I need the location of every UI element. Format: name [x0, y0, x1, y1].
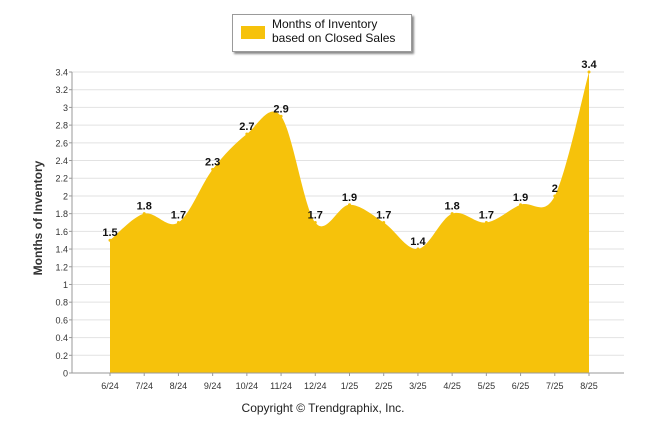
data-point: [450, 212, 454, 216]
data-point: [519, 203, 523, 207]
data-label: 1.9: [342, 192, 357, 204]
x-tick-label: 11/24: [270, 381, 292, 391]
x-tick-label: 6/24: [101, 381, 119, 391]
y-tick-label: 2: [63, 191, 68, 201]
data-label: 1.4: [410, 236, 426, 248]
y-tick-label: 0.4: [55, 333, 68, 343]
y-tick-label: 2.8: [55, 121, 68, 131]
data-label: 1.9: [513, 192, 528, 204]
x-tick-label: 8/24: [170, 381, 188, 391]
data-point: [245, 132, 249, 136]
y-tick-label: 0.8: [55, 298, 68, 308]
y-tick-label: 0.2: [55, 351, 68, 361]
data-point: [142, 212, 146, 216]
y-tick-label: 1.4: [55, 245, 68, 255]
data-label: 1.8: [444, 201, 459, 213]
data-point: [553, 194, 557, 198]
y-tick-label: 3.2: [55, 85, 68, 95]
x-tick-label: 2/25: [375, 381, 393, 391]
y-tick-label: 2.2: [55, 174, 68, 184]
data-point: [348, 203, 351, 207]
y-tick-label: 0: [63, 369, 68, 379]
data-label: 2.9: [273, 103, 288, 115]
x-tick-label: 12/24: [304, 381, 327, 391]
data-point: [279, 114, 283, 118]
x-tick-label: 5/25: [478, 381, 496, 391]
y-tick-label: 1.2: [55, 262, 68, 272]
area-series: [108, 70, 591, 373]
copyright-footer: Copyright © Trendgraphix, Inc.: [241, 401, 405, 415]
data-label: 2.3: [205, 156, 220, 168]
x-tick-label: 1/25: [341, 381, 359, 391]
data-label: 2.7: [239, 121, 254, 133]
data-label: 1.5: [102, 227, 117, 239]
x-tick-label: 8/25: [580, 381, 598, 391]
x-tick-label: 7/25: [546, 381, 564, 391]
area-fill: [110, 72, 589, 373]
data-point: [587, 70, 591, 74]
x-tick-label: 9/24: [204, 381, 222, 391]
data-point: [176, 221, 180, 224]
data-point: [211, 167, 215, 171]
y-tick-label: 3: [63, 103, 68, 113]
x-tick-label: 7/24: [135, 381, 153, 391]
legend: Months of Inventory based on Closed Sale…: [232, 14, 412, 52]
data-point: [382, 221, 386, 224]
legend-swatch: [241, 26, 265, 39]
data-label: 1.7: [171, 210, 186, 222]
data-label: 1.7: [376, 210, 391, 222]
y-tick-label: 2.4: [55, 156, 68, 166]
axes: 0 0.2 0.4 0.6 0.8 1 1.2 1.4 1.6 1.8 2 2.2 2.4 2.6 2.8 3…: [55, 68, 624, 391]
y-tick-label: 3.4: [55, 68, 68, 78]
data-point: [313, 221, 317, 224]
y-axis-title: Months of Inventory: [31, 160, 45, 275]
y-tick-label: 1: [63, 280, 68, 290]
x-tick-label: 6/25: [512, 381, 530, 391]
data-label: 1.7: [308, 210, 323, 222]
x-tick-label: 4/25: [443, 381, 461, 391]
data-label: 3.4: [581, 59, 597, 71]
data-point: [416, 247, 420, 251]
data-point: [484, 221, 488, 224]
data-label: 1.7: [479, 210, 494, 222]
y-tick-label: 2.6: [55, 138, 68, 148]
x-tick-label: 10/24: [236, 381, 259, 391]
y-tick-label: 1.6: [55, 227, 68, 237]
y-tick-label: 0.6: [55, 315, 68, 325]
data-point: [108, 238, 112, 242]
y-tick-label: 1.8: [55, 209, 68, 219]
x-tick-label: 3/25: [409, 381, 427, 391]
data-labels: 1.5 1.8 1.7 2.3 2.7 2.9 1.7 1.9 1.7 1.4 1.8 1.7 1.9 2…: [102, 59, 597, 248]
data-label: 1.8: [137, 201, 152, 213]
legend-label: Months of Inventory based on Closed Sale…: [272, 17, 396, 45]
data-label: 2: [552, 183, 558, 195]
